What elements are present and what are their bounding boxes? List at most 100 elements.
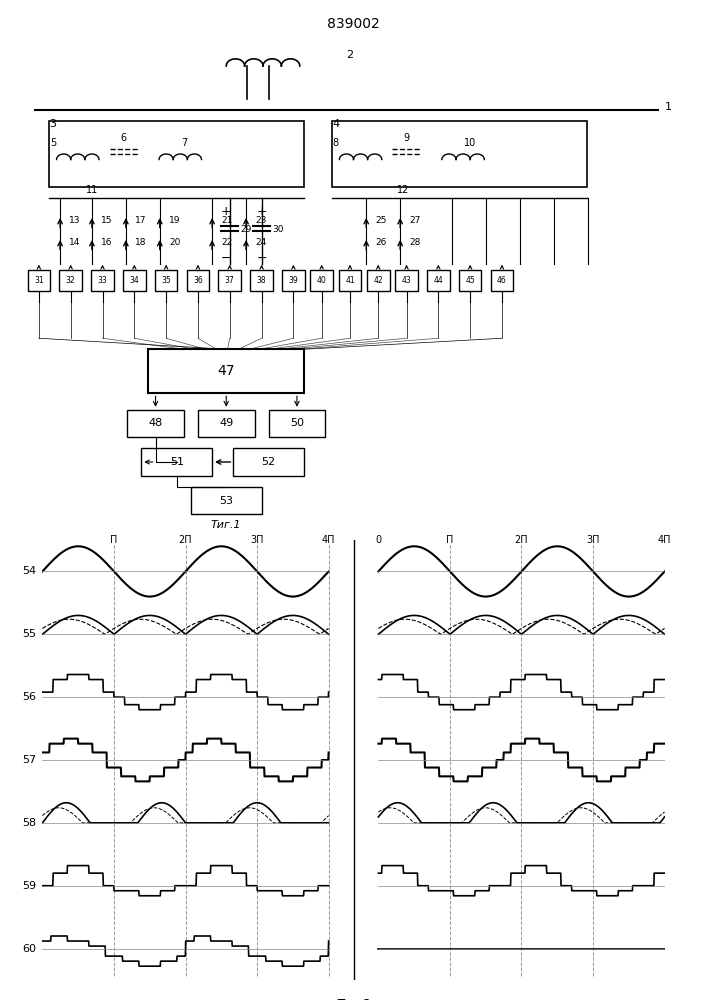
- Text: 14: 14: [69, 238, 81, 247]
- Bar: [28, 270, 50, 291]
- Text: 38: 38: [257, 276, 267, 285]
- Text: 13: 13: [69, 216, 81, 225]
- Text: 36: 36: [193, 276, 203, 285]
- Text: 40: 40: [317, 276, 327, 285]
- Text: 44: 44: [433, 276, 443, 285]
- Text: 30: 30: [272, 225, 284, 234]
- Text: 4Π: 4Π: [322, 535, 335, 545]
- Text: 58: 58: [22, 818, 36, 828]
- Text: 46: 46: [497, 276, 507, 285]
- Text: 32: 32: [66, 276, 76, 285]
- Text: 60: 60: [22, 944, 36, 954]
- Text: 21: 21: [221, 216, 233, 225]
- Text: 4: 4: [332, 119, 339, 129]
- Text: Τиг.1: Τиг.1: [211, 520, 242, 530]
- Text: 17: 17: [135, 216, 146, 225]
- Bar: [491, 270, 513, 291]
- Bar: [49, 121, 304, 187]
- Bar: [269, 410, 325, 437]
- Bar: [191, 487, 262, 514]
- Text: 20: 20: [169, 238, 180, 247]
- Text: 2: 2: [346, 50, 354, 60]
- Text: 29: 29: [240, 225, 252, 234]
- Text: 24: 24: [255, 238, 267, 247]
- Bar: [427, 270, 450, 291]
- Text: 1: 1: [665, 102, 672, 112]
- Text: 33: 33: [98, 276, 107, 285]
- Text: Π: Π: [446, 535, 454, 545]
- Text: 47: 47: [218, 364, 235, 378]
- Text: 28: 28: [409, 238, 421, 247]
- Bar: [155, 270, 177, 291]
- Text: +: +: [221, 205, 232, 218]
- Text: 59: 59: [22, 881, 36, 891]
- Bar: [282, 270, 305, 291]
- Text: 41: 41: [345, 276, 355, 285]
- Text: 9: 9: [404, 133, 409, 143]
- Bar: [250, 270, 273, 291]
- Bar: [395, 270, 418, 291]
- Text: 26: 26: [375, 238, 387, 247]
- Text: 3: 3: [49, 119, 57, 129]
- Text: 53: 53: [219, 495, 233, 506]
- Text: 23: 23: [255, 216, 267, 225]
- Text: Τиг.2: Τиг.2: [337, 998, 370, 1000]
- Bar: [127, 410, 184, 437]
- Bar: [233, 448, 304, 476]
- Text: 8: 8: [333, 138, 339, 148]
- Bar: [187, 270, 209, 291]
- Text: 31: 31: [34, 276, 44, 285]
- Bar: [367, 270, 390, 291]
- Text: 34: 34: [129, 276, 139, 285]
- Bar: [141, 448, 212, 476]
- Bar: [59, 270, 82, 291]
- Bar: [198, 410, 255, 437]
- Text: 49: 49: [219, 418, 233, 428]
- Text: 27: 27: [409, 216, 421, 225]
- Text: −: −: [257, 252, 267, 265]
- Text: 16: 16: [101, 238, 112, 247]
- Text: Π: Π: [110, 535, 117, 545]
- Text: 18: 18: [135, 238, 146, 247]
- Text: 56: 56: [22, 692, 36, 702]
- Text: 54: 54: [22, 566, 36, 576]
- Text: 11: 11: [86, 185, 98, 195]
- Text: 2Π: 2Π: [179, 535, 192, 545]
- Text: 839002: 839002: [327, 16, 380, 30]
- Text: 4Π: 4Π: [658, 535, 672, 545]
- Text: 15: 15: [101, 216, 112, 225]
- Text: +: +: [256, 205, 267, 218]
- Text: 10: 10: [464, 138, 477, 148]
- Text: 55: 55: [22, 629, 36, 639]
- Bar: [218, 270, 241, 291]
- Text: 51: 51: [170, 457, 184, 467]
- Text: 12: 12: [397, 185, 409, 195]
- Text: 48: 48: [148, 418, 163, 428]
- Text: 52: 52: [262, 457, 276, 467]
- Text: 57: 57: [22, 755, 36, 765]
- Text: 37: 37: [225, 276, 235, 285]
- Text: 3Π: 3Π: [250, 535, 264, 545]
- Bar: [91, 270, 114, 291]
- Text: 45: 45: [465, 276, 475, 285]
- Text: 50: 50: [290, 418, 304, 428]
- Text: 2Π: 2Π: [515, 535, 528, 545]
- Text: 7: 7: [181, 138, 187, 148]
- Text: 6: 6: [121, 133, 127, 143]
- Text: 5: 5: [50, 138, 56, 148]
- Text: 19: 19: [169, 216, 180, 225]
- Bar: [459, 270, 481, 291]
- Text: 25: 25: [375, 216, 387, 225]
- Text: 22: 22: [221, 238, 233, 247]
- Text: −: −: [221, 252, 231, 265]
- Text: 43: 43: [402, 276, 411, 285]
- Text: 42: 42: [373, 276, 383, 285]
- Bar: [148, 349, 304, 393]
- Text: 0: 0: [375, 535, 382, 545]
- Bar: [123, 270, 146, 291]
- Text: 3Π: 3Π: [586, 535, 600, 545]
- Bar: [332, 121, 587, 187]
- Text: 35: 35: [161, 276, 171, 285]
- Bar: [310, 270, 333, 291]
- Bar: [339, 270, 361, 291]
